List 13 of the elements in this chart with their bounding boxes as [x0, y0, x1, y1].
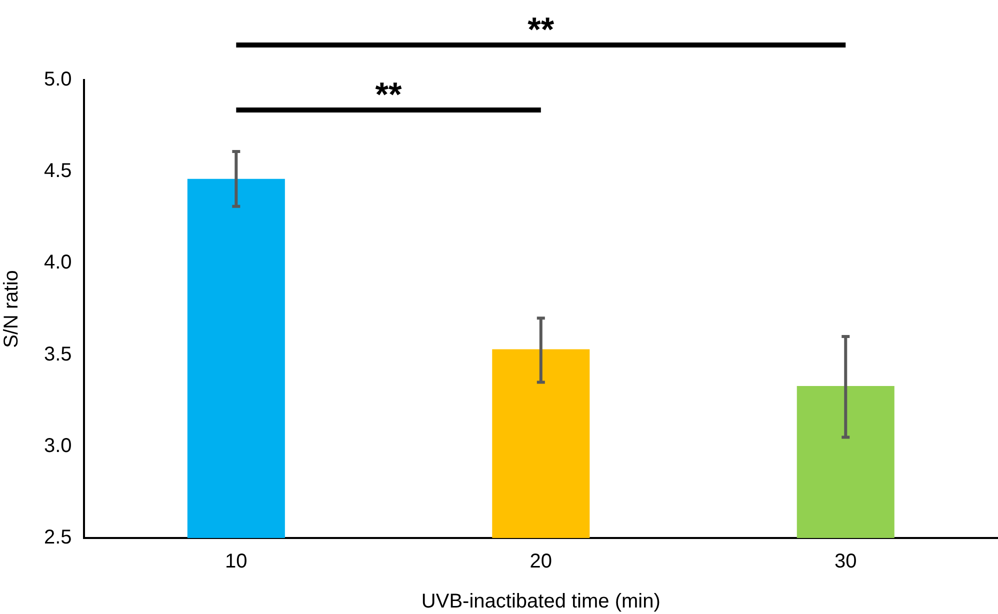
- y-tick-label: 2.5: [44, 526, 72, 549]
- y-tick-label: 3.5: [44, 343, 72, 366]
- text: **: [528, 11, 555, 49]
- y-axis-title: S/N ratio: [0, 270, 23, 348]
- y-tick-label: 3.0: [44, 434, 72, 457]
- x-tick-label: 30: [834, 550, 857, 573]
- x-axis-title: UVB-inactibated time (min): [421, 590, 660, 613]
- annotation: **: [375, 76, 403, 114]
- x-tick-label: 10: [225, 550, 248, 573]
- x-tick-label: 20: [530, 550, 552, 573]
- y-tick-label: 4.5: [44, 160, 72, 182]
- y-tick-label: 4.0: [44, 252, 72, 274]
- y-tick-label: 5.0: [44, 68, 72, 91]
